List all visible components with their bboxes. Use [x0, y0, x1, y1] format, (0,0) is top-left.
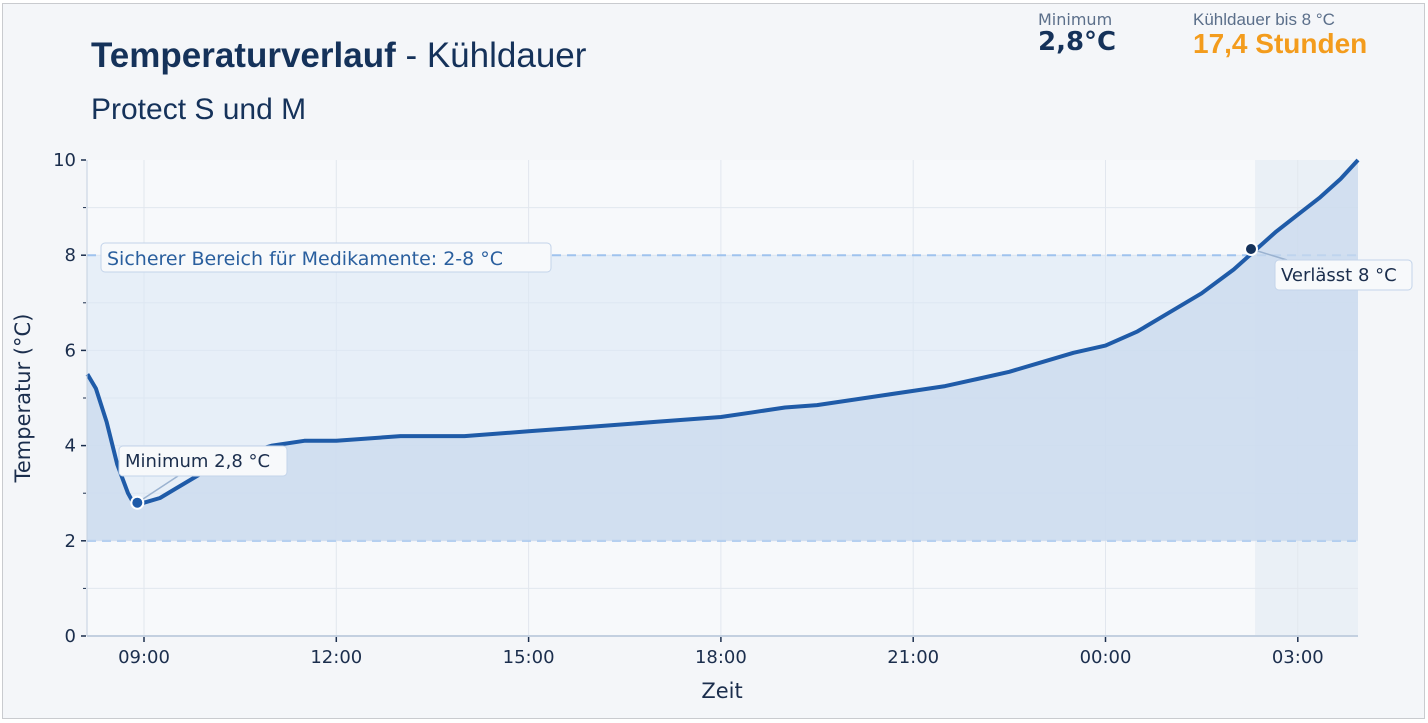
y-tick-label: 2	[65, 531, 76, 552]
kpi-cooling-duration-value: 17,4 Stunden	[1193, 28, 1368, 59]
y-tick-label: 6	[65, 340, 76, 361]
x-tick-label: 03:00	[1272, 647, 1324, 668]
axes: 0 2 4 6 8 10 09:00 12:00 15:00 18:00 21:00 00:00 03:…	[53, 150, 1358, 668]
x-tick-label: 00:00	[1080, 647, 1132, 668]
x-tick-label: 12:00	[310, 647, 362, 668]
x-tick-label: 21:00	[887, 647, 939, 668]
chart-title: Temperaturverlauf - Kühldauer	[91, 36, 587, 75]
exit-label-text: Verlässt 8 °C	[1281, 265, 1397, 286]
y-tick-label: 10	[53, 150, 76, 171]
x-tick-label: 18:00	[695, 647, 747, 668]
kpi-cooling-duration-label: Kühldauer bis 8 °C	[1193, 10, 1335, 29]
y-tick-label: 8	[65, 245, 76, 266]
x-axis-label: Zeit	[701, 679, 742, 703]
exit-annotation: Verlässt 8 °C	[1244, 242, 1413, 291]
line-path	[85, 158, 1360, 505]
exit-marker	[1244, 242, 1258, 256]
exit-label-box	[1274, 259, 1413, 291]
safe-band-label: Sicherer Bereich für Medikamente: 2-8 °C	[100, 242, 552, 273]
minimum-annotation: Minimum 2,8 °C	[118, 445, 288, 510]
kpi-minimum: Minimum 2,8°C	[1038, 10, 1116, 57]
minimum-label-text: Minimum 2,8 °C	[125, 451, 270, 472]
y-axis-label: Temperatur (°C)	[11, 314, 35, 484]
annotations: Sicherer Bereich für Medikamente: 2-8 °C…	[100, 242, 1413, 510]
safe-band-label-box	[100, 242, 552, 273]
chart-subtitle: Protect S und M	[91, 93, 307, 126]
kpi-minimum-value: 2,8°C	[1038, 27, 1117, 57]
temperature-line	[85, 158, 1360, 505]
temperature-area-fill	[87, 160, 1358, 541]
x-tick-label: 09:00	[118, 647, 170, 668]
x-tick-label: 15:00	[503, 647, 555, 668]
minimum-label-box	[118, 445, 288, 477]
kpi-cooling-duration: Kühldauer bis 8 °C 17,4 Stunden	[1193, 10, 1367, 60]
y-tick-label: 0	[65, 626, 76, 647]
minimum-leader-line	[136, 475, 179, 504]
kpi-minimum-label: Minimum	[1038, 10, 1113, 29]
y-tick-label: 4	[65, 436, 76, 457]
area-path	[87, 160, 1358, 541]
safe-band-label-text: Sicherer Bereich für Medikamente: 2-8 °C	[107, 248, 503, 270]
minimum-marker	[130, 495, 145, 510]
